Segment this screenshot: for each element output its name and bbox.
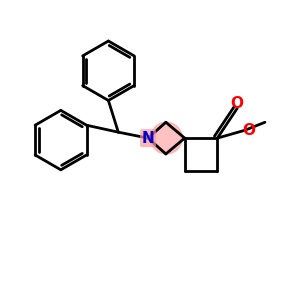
Text: N: N (142, 130, 154, 146)
Text: O: O (231, 96, 244, 111)
Circle shape (151, 122, 182, 154)
Text: O: O (243, 123, 256, 138)
